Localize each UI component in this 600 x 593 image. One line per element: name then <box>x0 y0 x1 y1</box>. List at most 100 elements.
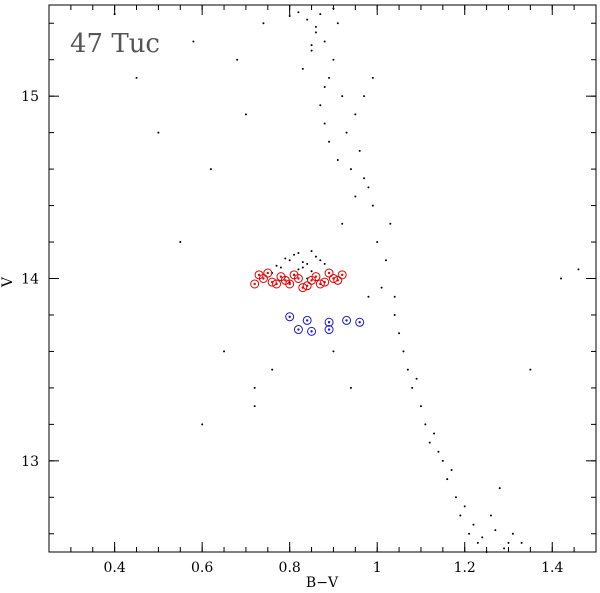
x-tick-label: 1.2 <box>454 560 476 576</box>
star-point <box>314 31 317 34</box>
star-point <box>244 113 247 116</box>
star-point <box>275 264 278 267</box>
x-axis: 0.4 0.6 0.8 1 1.2 1.4 <box>70 5 597 576</box>
star-point <box>380 286 383 289</box>
star-point <box>498 487 501 490</box>
star-point <box>336 158 339 161</box>
star-point <box>271 368 274 371</box>
blue-hb-star <box>324 325 334 335</box>
blue-hb-star <box>285 312 295 322</box>
star-point <box>358 149 361 152</box>
star-point <box>481 536 484 539</box>
star-point <box>336 22 339 25</box>
star-point <box>201 423 204 426</box>
star-point <box>310 44 313 47</box>
star-point <box>323 40 326 43</box>
star-point <box>297 268 300 271</box>
star-point <box>319 104 322 107</box>
star-point <box>398 332 401 335</box>
blue-hb-star <box>307 326 317 336</box>
star-point <box>297 251 300 254</box>
star-point <box>179 241 182 244</box>
star-point <box>371 204 374 207</box>
red-hb-star <box>298 283 308 293</box>
star-point <box>345 131 348 134</box>
star-point <box>363 95 366 98</box>
star-point <box>489 514 492 517</box>
star-point <box>323 86 326 89</box>
star-point <box>371 76 374 79</box>
x-tick-label: 1.4 <box>541 560 563 576</box>
star-point <box>284 257 287 260</box>
star-point <box>301 266 304 269</box>
star-point <box>323 122 326 125</box>
star-point <box>367 295 370 298</box>
star-point <box>424 423 427 426</box>
star-point <box>301 67 304 70</box>
star-point <box>376 241 379 244</box>
star-point <box>253 405 256 408</box>
star-point <box>262 22 265 25</box>
chart-title: 47 Tuc <box>70 29 160 59</box>
star-point <box>341 95 344 98</box>
star-point <box>157 131 160 134</box>
star-point <box>437 450 440 453</box>
star-point <box>223 350 226 353</box>
star-point <box>468 532 471 535</box>
star-point <box>511 532 514 535</box>
star-point <box>314 25 317 28</box>
red-hb-star <box>263 268 273 278</box>
star-point <box>354 195 357 198</box>
red-hb-star <box>289 270 299 280</box>
blue-hb-star <box>302 315 312 325</box>
star-point <box>328 140 331 143</box>
star-point <box>236 58 239 61</box>
star-point <box>288 259 291 262</box>
star-point <box>323 262 326 265</box>
star-point <box>415 377 418 380</box>
star-point <box>428 441 431 444</box>
red-hb-star <box>250 279 260 289</box>
blue-hb-star <box>324 317 334 327</box>
star-point <box>332 58 335 61</box>
red-hb-star <box>272 279 282 289</box>
x-tick-label: 1 <box>373 560 382 576</box>
y-tick-label: 14 <box>21 272 39 288</box>
star-point <box>319 259 322 262</box>
star-point <box>310 270 313 273</box>
star-point <box>529 368 532 371</box>
star-point <box>454 496 457 499</box>
star-point <box>192 40 195 43</box>
star-point <box>319 13 322 16</box>
plot-area <box>113 7 580 553</box>
star-point <box>354 113 357 116</box>
red-hb-star <box>280 275 290 285</box>
star-point <box>297 11 300 14</box>
y-tick-label: 13 <box>21 454 39 470</box>
star-point <box>363 177 366 180</box>
star-point <box>310 49 313 52</box>
y-axis-label: V <box>0 276 16 288</box>
star-point <box>253 386 256 389</box>
red-hb-star <box>254 270 264 280</box>
star-point <box>450 468 453 471</box>
star-point <box>459 514 462 517</box>
star-point <box>341 222 344 225</box>
x-tick-label: 0.6 <box>191 560 213 576</box>
star-point <box>293 253 296 256</box>
star-point <box>419 405 422 408</box>
star-point <box>507 541 510 544</box>
star-point <box>393 295 396 298</box>
star-point <box>472 523 475 526</box>
star-point <box>367 186 370 189</box>
blue-hb-star <box>355 317 365 327</box>
star-point <box>328 76 331 79</box>
star-point <box>393 313 396 316</box>
star-point <box>577 268 580 271</box>
star-point <box>310 250 313 253</box>
star-point <box>288 14 291 17</box>
star-point <box>411 386 414 389</box>
y-tick-label: 15 <box>21 89 39 105</box>
star-point <box>406 368 409 371</box>
star-point <box>279 266 282 269</box>
